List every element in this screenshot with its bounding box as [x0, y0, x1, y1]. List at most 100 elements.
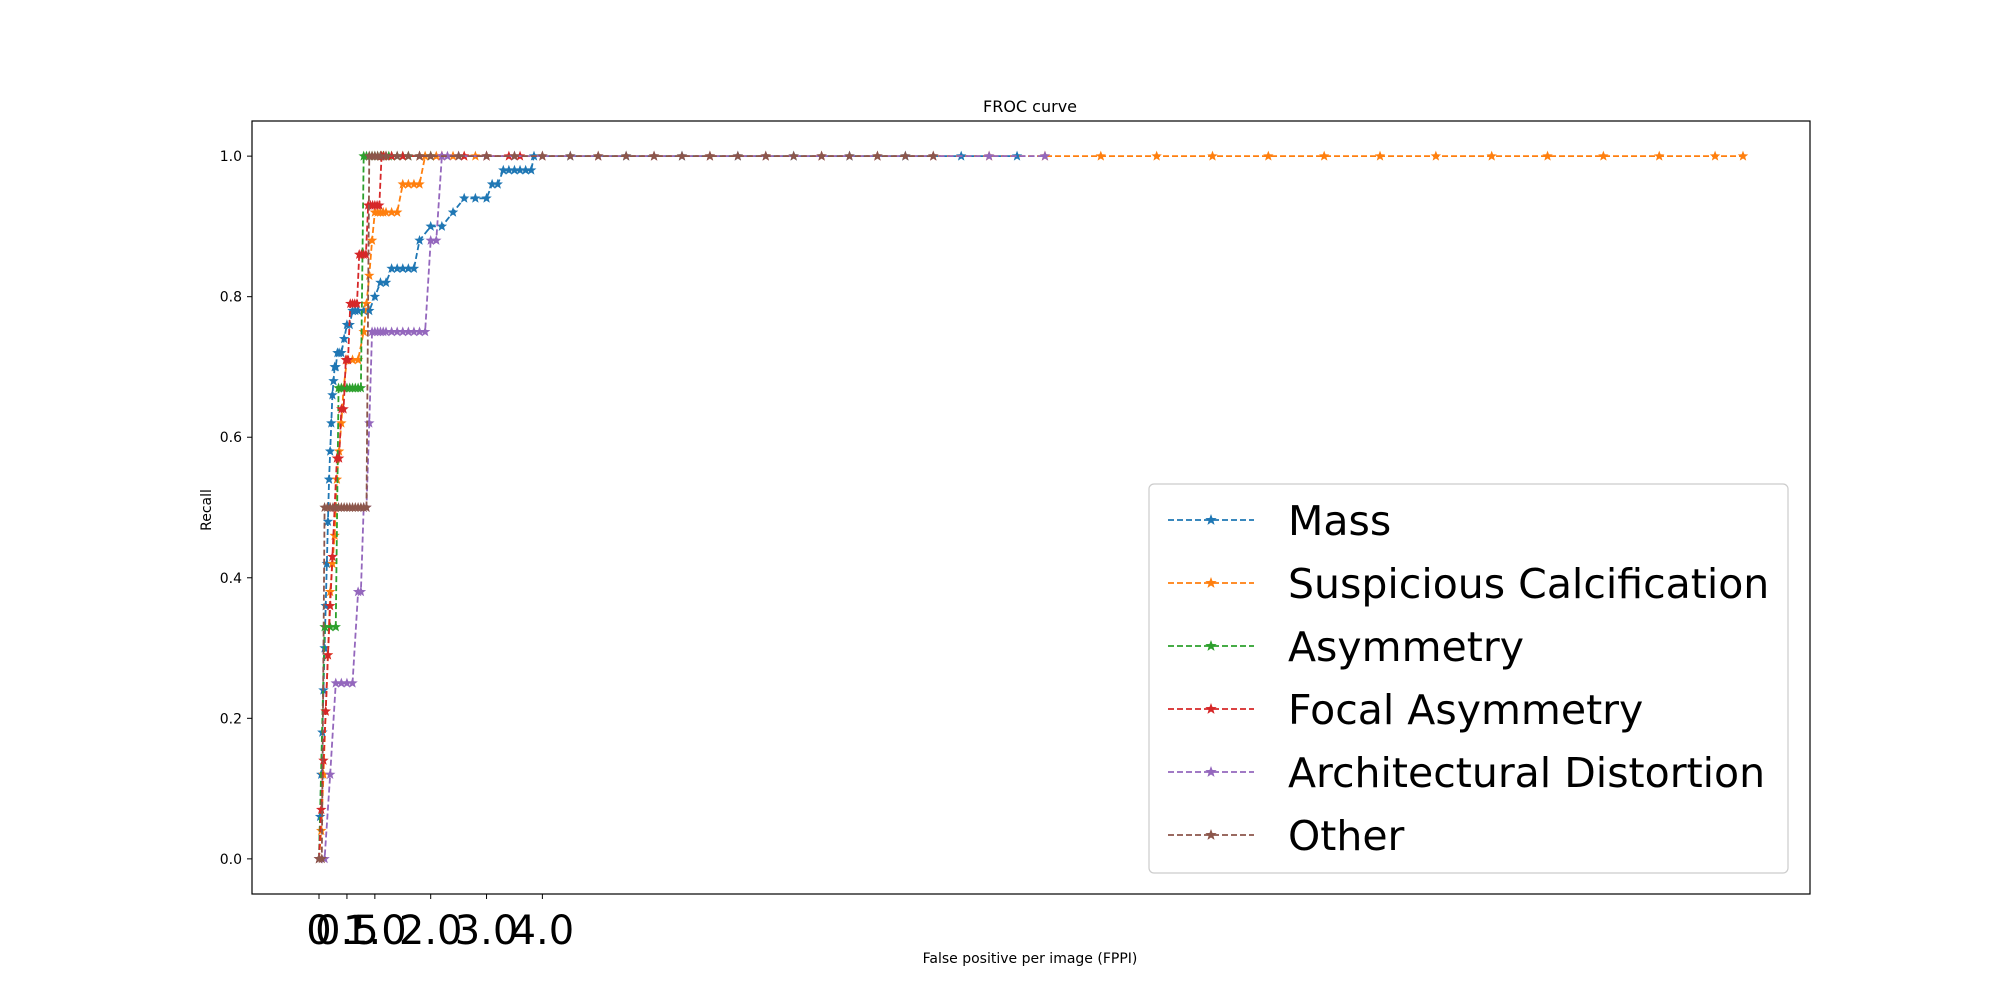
data-point [1207, 150, 1218, 161]
data-point [760, 150, 771, 161]
data-point [323, 473, 335, 484]
data-point [322, 649, 334, 660]
legend-marker-star-icon [1205, 577, 1217, 588]
data-point [347, 677, 358, 688]
data-point [341, 677, 353, 688]
legend-marker-star-icon [1205, 514, 1217, 525]
data-point [403, 178, 414, 189]
legend-entry: Asymmetry [1168, 623, 1524, 671]
data-point [397, 263, 409, 274]
data-point [481, 192, 492, 203]
legend-entry: Focal Asymmetry [1168, 686, 1643, 734]
legend-marker-star-icon [1205, 640, 1217, 651]
data-point [788, 150, 799, 161]
x-axis-label: False positive per image (FPPI) [923, 951, 1138, 967]
legend-label: Focal Asymmetry [1288, 686, 1643, 734]
y-tick-label: 0.8 [220, 290, 242, 306]
data-point [1374, 150, 1386, 161]
data-point [391, 206, 403, 217]
data-point [470, 192, 481, 203]
x-tick-label: 0 [306, 908, 331, 954]
data-point [414, 178, 425, 189]
data-point [844, 150, 855, 161]
data-point [375, 150, 386, 161]
data-point [425, 220, 436, 231]
legend-label: Architectural Distortion [1288, 749, 1765, 797]
data-point [361, 502, 372, 512]
data-point [358, 326, 369, 337]
data-point [676, 150, 688, 161]
chart-title: FROC curve [983, 97, 1077, 116]
data-point [425, 234, 436, 245]
data-point [620, 150, 632, 161]
legend-entry: Other [1168, 812, 1405, 860]
data-point [453, 150, 464, 161]
x-axis-ticks: 00.51.02.03.04.0 [306, 894, 574, 954]
data-point [431, 234, 442, 245]
data-point [397, 150, 409, 161]
data-point [327, 389, 338, 400]
x-tick-label: 0.5 [315, 908, 379, 954]
data-point [1039, 150, 1051, 161]
data-point [565, 150, 576, 161]
data-point [1430, 150, 1442, 161]
y-tick-label: 0.4 [220, 571, 242, 587]
data-point [408, 263, 420, 274]
data-point [1151, 150, 1162, 161]
legend-entry: Suspicious Calcification [1168, 560, 1769, 608]
data-point [414, 150, 425, 161]
data-point [509, 150, 520, 161]
legend-label: Suspicious Calcification [1288, 560, 1769, 608]
data-point [324, 621, 336, 632]
y-tick-label: 0.0 [220, 852, 242, 868]
data-point [397, 326, 409, 337]
data-point [336, 677, 347, 688]
data-point [336, 417, 347, 428]
data-point [330, 677, 341, 688]
data-point [408, 326, 420, 337]
legend-label: Asymmetry [1288, 623, 1524, 671]
x-tick-label: 3.0 [455, 908, 519, 954]
plot-frame [251, 120, 1811, 895]
data-point [704, 150, 716, 161]
data-point [364, 270, 375, 281]
data-point [347, 354, 358, 365]
data-point [361, 298, 372, 309]
data-point [338, 403, 349, 414]
data-point [525, 164, 537, 175]
data-point [498, 164, 509, 175]
data-point [414, 326, 425, 337]
data-point [352, 354, 364, 365]
data-point [338, 333, 350, 344]
data-point [1486, 150, 1497, 161]
data-point [403, 326, 414, 337]
data-point [360, 249, 372, 259]
data-point [352, 305, 364, 316]
data-point [648, 150, 660, 161]
data-point [520, 164, 531, 175]
data-point [503, 164, 515, 175]
data-point [330, 621, 341, 632]
data-point [324, 586, 336, 597]
data-point [592, 150, 604, 161]
data-point [419, 326, 431, 337]
data-point [458, 192, 470, 203]
data-point [391, 263, 403, 274]
data-point [447, 206, 459, 217]
data-point [391, 150, 403, 161]
data-point [1263, 150, 1274, 161]
data-point [425, 150, 436, 161]
data-point [492, 178, 503, 189]
data-point [872, 150, 883, 161]
data-point [1598, 150, 1609, 161]
data-point [514, 164, 526, 175]
data-point [386, 206, 397, 217]
data-point [321, 558, 333, 569]
y-tick-label: 1.0 [220, 149, 242, 165]
data-point [327, 558, 338, 569]
data-point [324, 600, 336, 611]
data-point [1737, 150, 1749, 161]
data-point [442, 150, 453, 161]
data-point [364, 305, 375, 316]
